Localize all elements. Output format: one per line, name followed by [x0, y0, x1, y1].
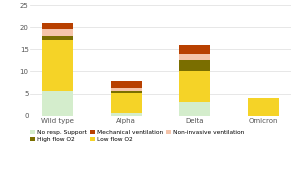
- Bar: [42, 40, 73, 91]
- Bar: [179, 54, 210, 60]
- Bar: [111, 88, 142, 91]
- Bar: [42, 23, 73, 29]
- Bar: [42, 36, 73, 40]
- Bar: [111, 113, 142, 116]
- Bar: [111, 81, 142, 88]
- Bar: [179, 60, 210, 71]
- Bar: [179, 102, 210, 116]
- Bar: [111, 91, 142, 94]
- Bar: [179, 45, 210, 54]
- Bar: [42, 91, 73, 116]
- Legend: No resp. Support, High flow O2, Mechanical ventilation, Low flow O2, Non-invasiv: No resp. Support, High flow O2, Mechanic…: [28, 127, 246, 144]
- Bar: [179, 71, 210, 102]
- Bar: [42, 29, 73, 36]
- Bar: [111, 94, 142, 113]
- Bar: [248, 98, 279, 116]
